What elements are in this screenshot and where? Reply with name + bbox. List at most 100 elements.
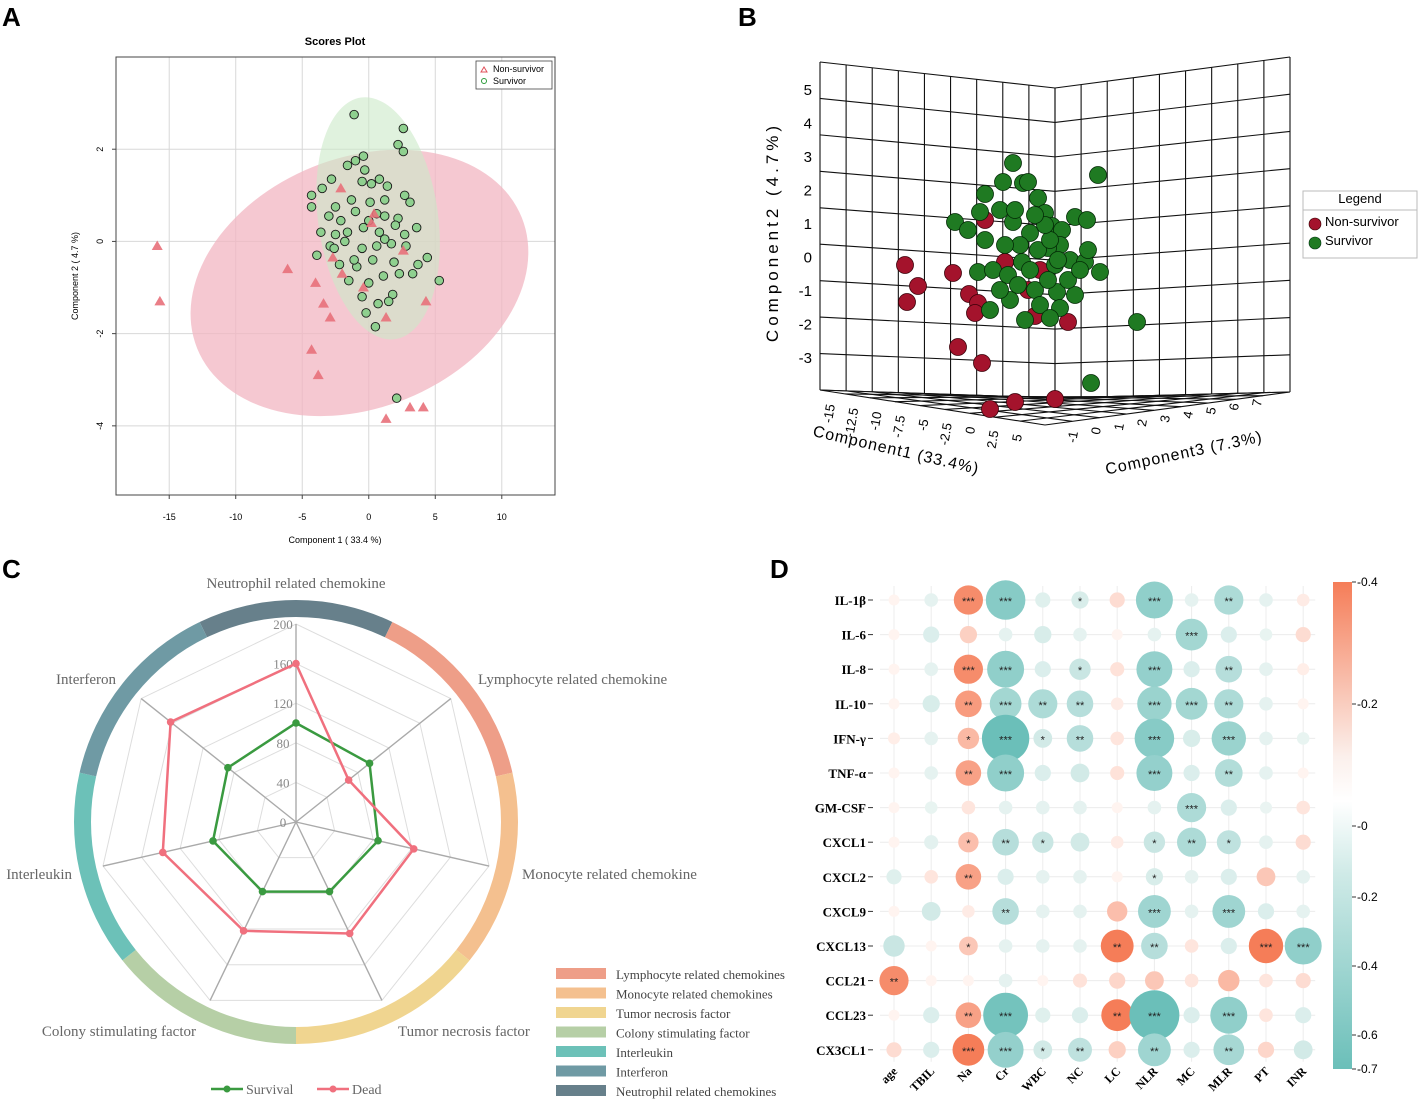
heatmap-cell bbox=[1177, 793, 1207, 823]
heatmap-cell bbox=[1143, 831, 1166, 853]
radar-axis-label: Tumor necrosis factor bbox=[398, 1024, 530, 1040]
b-legend-non-survivor-marker bbox=[1308, 217, 1322, 231]
heatmap-cell bbox=[925, 940, 937, 952]
survivor-point bbox=[434, 275, 445, 286]
non-survivor-point bbox=[154, 295, 166, 306]
survivor-point bbox=[316, 227, 326, 237]
heatmap-cell bbox=[1036, 904, 1050, 919]
radar-series-point bbox=[374, 836, 382, 845]
survivor-point bbox=[370, 321, 381, 332]
b-non-survivor-point bbox=[896, 256, 914, 274]
b-survivor-point bbox=[1031, 296, 1049, 314]
colorbar-tick-label: -0.2 bbox=[1357, 890, 1378, 904]
heatmap-cell bbox=[998, 627, 1013, 642]
survivor-point bbox=[358, 222, 369, 233]
survivor-point bbox=[346, 195, 357, 205]
b-survivor-point bbox=[1029, 189, 1047, 207]
b-survivor-point bbox=[971, 203, 989, 221]
heatmap-cell bbox=[1259, 801, 1273, 814]
b-survivor-point bbox=[946, 213, 964, 231]
heatmap-cell bbox=[955, 1002, 982, 1028]
ring-segment bbox=[456, 772, 518, 961]
heatmap-row-label: TNF-α bbox=[828, 766, 866, 781]
heatmap-star-label: *** bbox=[962, 665, 976, 677]
heatmap-cell bbox=[953, 654, 984, 684]
heatmap-cell bbox=[1073, 800, 1087, 815]
heatmap-cell bbox=[1175, 687, 1208, 720]
heatmap-cell bbox=[1214, 585, 1244, 615]
non-survivor-point bbox=[417, 401, 429, 412]
b-non-survivor-point bbox=[966, 304, 984, 322]
panel-label-d: D bbox=[770, 554, 789, 584]
x-tick-label: 5 bbox=[433, 512, 438, 522]
heatmap-cell bbox=[957, 727, 980, 750]
survivor-point bbox=[365, 197, 375, 207]
b-floor-line bbox=[994, 392, 1238, 418]
heatmap-cell bbox=[924, 835, 939, 850]
heatmap-star-label: ** bbox=[1225, 700, 1234, 712]
survivor-point bbox=[383, 296, 394, 307]
heatmap-cell bbox=[1037, 975, 1049, 987]
heatmap-cell bbox=[1071, 1007, 1089, 1024]
heatmap-col-label: INR bbox=[1284, 1064, 1310, 1090]
b-floor-line bbox=[924, 393, 1154, 411]
heatmap-cell bbox=[992, 828, 1019, 856]
b-xtick-label: 0 bbox=[962, 425, 978, 435]
radar-axis-labels: Neutrophil related chemokine Lymphocyte r… bbox=[6, 576, 697, 1040]
heatmap-cell bbox=[1147, 800, 1162, 815]
legend-survival-dot bbox=[223, 1085, 231, 1093]
heatmap-cell bbox=[989, 687, 1022, 720]
radar-axis-label: Interleukin bbox=[6, 867, 72, 883]
x-tick-label: -15 bbox=[163, 512, 176, 522]
heatmap-cell bbox=[1073, 939, 1087, 953]
heatmap-grid bbox=[880, 586, 1316, 1062]
radar-series-point bbox=[344, 776, 353, 784]
b-ytick-label: -3 bbox=[799, 350, 812, 367]
heatmap-cell bbox=[886, 869, 902, 885]
survivor-point bbox=[390, 220, 401, 231]
heatmap-row-label: IL-8 bbox=[841, 662, 866, 677]
survivor-point bbox=[366, 179, 377, 189]
heatmap-cell bbox=[1073, 904, 1087, 919]
heatmap-star-label: * bbox=[1041, 1046, 1046, 1058]
heatmap-star-label: *** bbox=[999, 734, 1013, 746]
survivor-point bbox=[349, 255, 359, 265]
heatmap-cell bbox=[961, 800, 976, 815]
heatmap-star-label: *** bbox=[1260, 942, 1274, 954]
radar-rtick-label: 80 bbox=[277, 736, 290, 751]
b-ztick-label: 1 bbox=[1111, 422, 1127, 432]
heatmap-cell bbox=[1213, 1034, 1245, 1066]
heatmap-star-label: *** bbox=[1148, 769, 1162, 781]
radar-series-point bbox=[209, 837, 217, 845]
radar-axis-label: Colony stimulating factor bbox=[42, 1024, 196, 1040]
b-legend-title: Legend bbox=[1338, 191, 1381, 206]
radar-rtick-label: 120 bbox=[273, 696, 293, 711]
heatmap-cell bbox=[888, 905, 900, 917]
heatmap-cell bbox=[981, 714, 1030, 763]
radar-spoke bbox=[295, 821, 490, 867]
legend-dead: Dead bbox=[352, 1083, 382, 1098]
b-ztick-label: 2 bbox=[1134, 418, 1150, 428]
ring-legend-label: Interleukin bbox=[616, 1045, 674, 1060]
heatmap-star-label: * bbox=[966, 734, 971, 746]
b-floor-line bbox=[846, 390, 1073, 422]
heatmap-star-label: *** bbox=[1222, 907, 1236, 919]
heatmap-star-label: ** bbox=[1113, 1011, 1122, 1023]
heatmap-star-label: *** bbox=[1148, 734, 1162, 746]
heatmap-cell bbox=[1070, 832, 1090, 852]
non-survivor-point bbox=[312, 369, 324, 380]
b-survivor-point bbox=[1041, 231, 1059, 249]
survivor-point bbox=[398, 123, 409, 134]
heatmap-cell bbox=[998, 939, 1013, 953]
heatmap-cell bbox=[1147, 627, 1162, 642]
radar-spoke bbox=[102, 821, 297, 867]
x-tick-label: -5 bbox=[298, 512, 306, 522]
heatmap-cell bbox=[1212, 894, 1246, 928]
b-xtick-label: -12.5 bbox=[841, 407, 861, 439]
heatmap-col-label: WBC bbox=[1019, 1064, 1049, 1094]
non-survivor-point bbox=[306, 344, 318, 354]
x-tick-label: 10 bbox=[497, 512, 507, 522]
survivor-point bbox=[306, 202, 317, 212]
heatmap-star-label: ** bbox=[1076, 700, 1085, 712]
